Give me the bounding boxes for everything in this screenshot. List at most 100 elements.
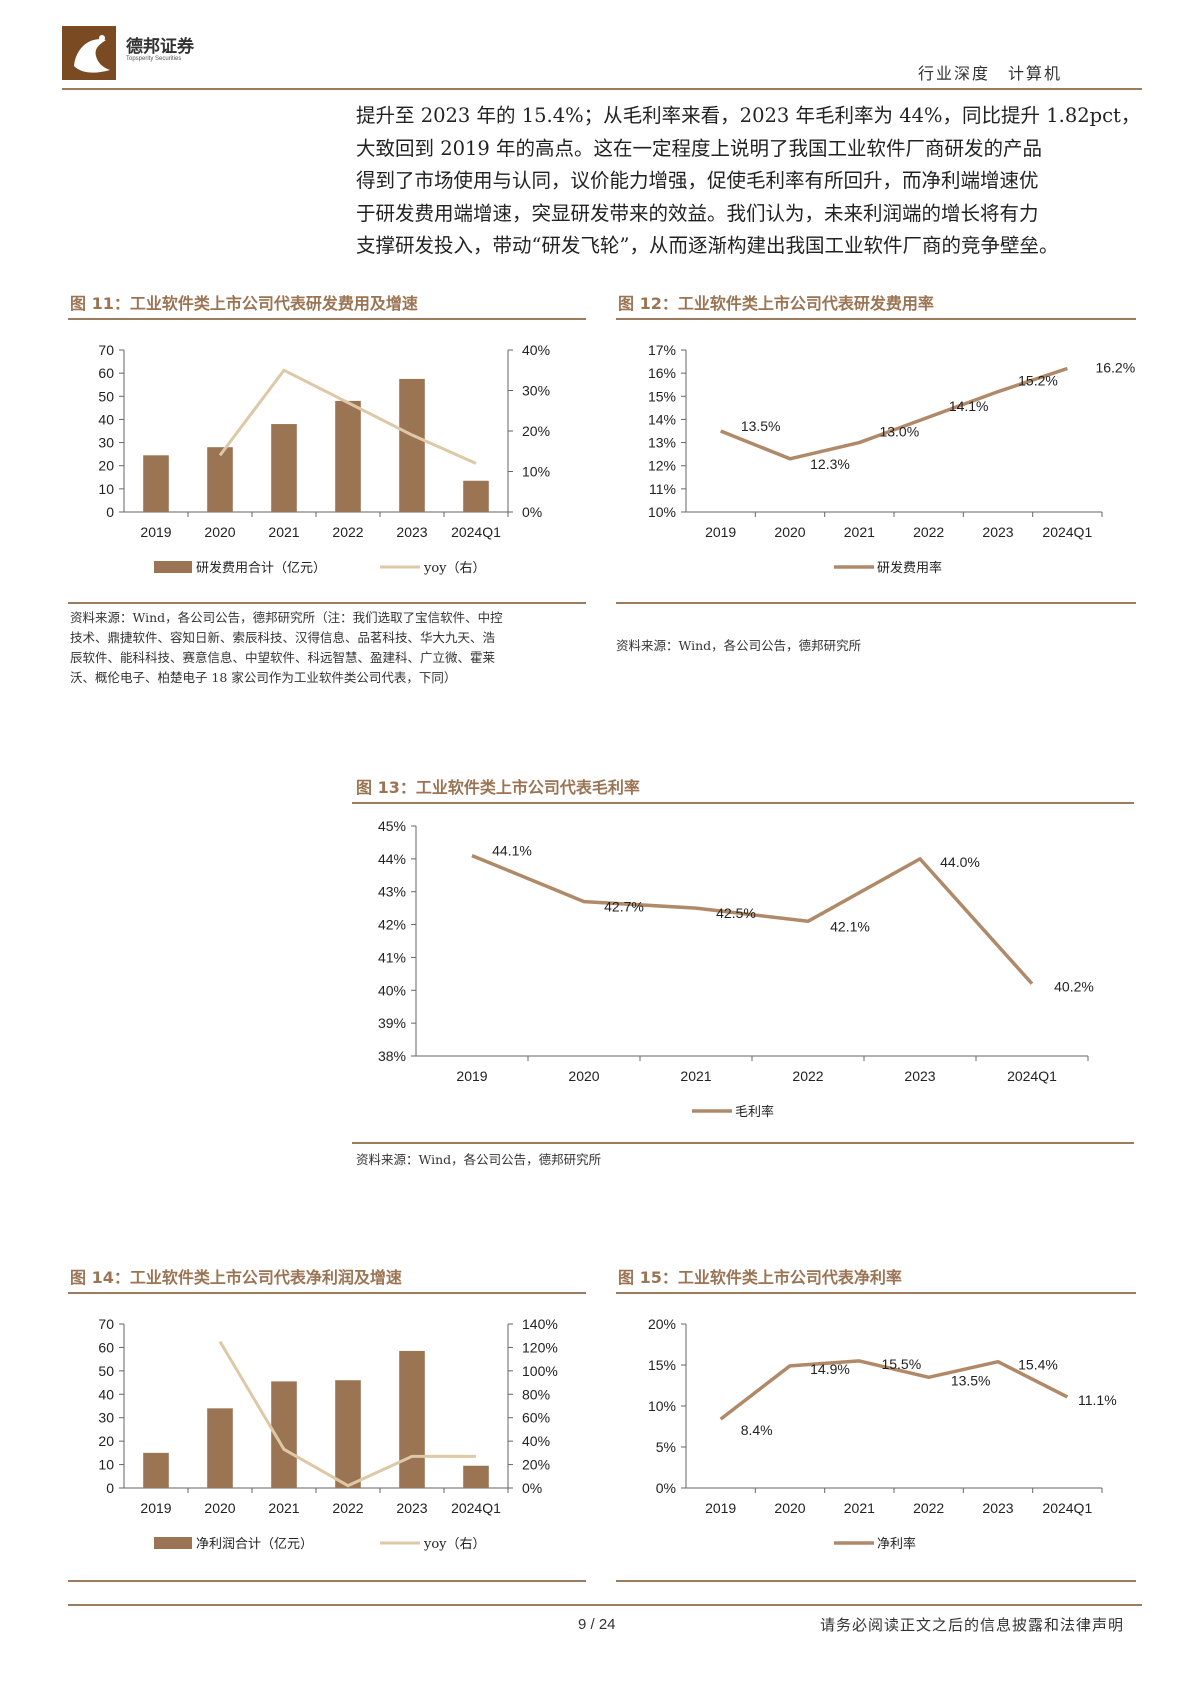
fig13-data-label: 42.5%	[716, 905, 756, 921]
figure-12-top-rule	[616, 318, 1136, 320]
fig14-legend-bar-label: 净利润合计（亿元）	[196, 1537, 313, 1552]
footer-disclaimer: 请务必阅读正文之后的信息披露和法律声明	[819, 1616, 1124, 1634]
footer-divider	[68, 1604, 1142, 1606]
fig11-bar	[335, 400, 361, 512]
figure-14-bottom-rule	[68, 1580, 586, 1582]
fig11-y-tick-label: 0	[106, 504, 114, 520]
fig15-data-label: 11.1%	[1078, 1392, 1117, 1408]
fig12-data-label: 13.0%	[879, 424, 919, 440]
fig11-y-tick-label: 50	[98, 388, 114, 404]
figure-13-bottom-rule	[352, 1142, 1134, 1144]
fig15-x-tick-label: 2020	[774, 1500, 805, 1516]
header-divider	[62, 88, 1142, 90]
fig13-x-tick-label: 2021	[680, 1068, 711, 1084]
fig14-y2-tick-label: 140%	[522, 1316, 558, 1332]
fig13-data-label: 44.1%	[492, 843, 532, 859]
figure-11-source: 资料来源：Wind，各公司公告，德邦研究所（注：我们选取了宝信软件、中控 技术、…	[70, 608, 590, 688]
source-line: 资料来源：Wind，各公司公告，德邦研究所（注：我们选取了宝信软件、中控	[70, 610, 503, 625]
fig14-x-tick-label: 2020	[204, 1500, 235, 1516]
fig14-y-tick-label: 20	[98, 1433, 114, 1449]
fig14-bar	[463, 1465, 489, 1488]
source-line: 资料来源：Wind，各公司公告，德邦研究所	[616, 638, 862, 653]
fig15-data-label: 13.5%	[951, 1372, 991, 1388]
fig12-y-tick-label: 17%	[648, 342, 676, 358]
fig14-x-tick-label: 2024Q1	[451, 1500, 501, 1516]
fig15-x-tick-label: 2024Q1	[1042, 1500, 1092, 1516]
fig13-y-tick-label: 39%	[378, 1015, 406, 1031]
fig12-legend-label: 研发费用率	[877, 560, 942, 576]
fig12-data-label: 13.5%	[741, 418, 781, 434]
fig15-y-tick-label: 15%	[648, 1357, 676, 1373]
figure-15-bottom-rule	[616, 1580, 1136, 1582]
fig12-data-label: 15.2%	[1018, 373, 1058, 389]
fig14-x-tick-label: 2022	[332, 1500, 363, 1516]
logo-name-cn: 德邦证券	[126, 37, 194, 57]
fig15-series-line	[719, 1359, 1069, 1421]
fig13-legend-label: 毛利率	[735, 1104, 774, 1120]
fig11-y2-tick-label: 10%	[522, 464, 550, 480]
fig15-data-label: 15.5%	[881, 1356, 921, 1372]
fig13-data-label: 42.7%	[604, 899, 644, 915]
fig11-yoy-line	[218, 368, 477, 465]
fig11-x-tick-label: 2023	[396, 524, 427, 540]
fig15-data-label: 15.4%	[1018, 1357, 1058, 1373]
fig12-y-tick-label: 15%	[648, 388, 676, 404]
figure-12-bottom-rule	[616, 602, 1136, 604]
fig11-bar	[399, 378, 425, 512]
figure-12-title: 图 12：工业软件类上市公司代表研发费用率	[618, 294, 934, 313]
figure-11-bottom-rule	[68, 602, 586, 604]
fig14-y-tick-label: 0	[106, 1480, 114, 1496]
fig11-y-tick-label: 10	[98, 481, 114, 497]
figure-13-title: 图 13：工业软件类上市公司代表毛利率	[356, 778, 640, 797]
fig12-x-tick-label: 2023	[982, 524, 1013, 540]
fig14-x-tick-label: 2021	[268, 1500, 299, 1516]
fig14-y2-tick-label: 120%	[522, 1339, 558, 1355]
fig15-legend-label: 净利率	[877, 1536, 916, 1552]
fig11-bar	[143, 455, 169, 512]
company-logo: 德邦证券 Topsperity Securities	[62, 26, 252, 86]
fig15-x-tick-label: 2019	[705, 1500, 736, 1516]
fig13-x-tick-label: 2022	[792, 1068, 823, 1084]
fig12-x-tick-label: 2020	[774, 524, 805, 540]
fig11-legend-line-label: yoy（右）	[423, 561, 486, 576]
fig14-bar	[207, 1408, 233, 1488]
fig12-data-label: 14.1%	[949, 398, 989, 414]
fig11-bar	[271, 424, 297, 512]
fig13-x-tick-label: 2023	[904, 1068, 935, 1084]
figure-15-title: 图 15：工业软件类上市公司代表净利率	[618, 1268, 902, 1287]
figure-15-top-rule	[616, 1292, 1136, 1294]
fig13-y-tick-label: 45%	[378, 818, 406, 834]
fig11-y2-tick-label: 20%	[522, 423, 550, 439]
body-line: 于研发费用端增速，突显研发带来的效益。我们认为，未来利润端的增长将有力	[356, 201, 1039, 225]
fig11-y-tick-label: 70	[98, 342, 114, 358]
fig13-series-line	[471, 853, 1034, 985]
fig11-y-tick-label: 30	[98, 435, 114, 451]
fig11-y-tick-label: 20	[98, 458, 114, 474]
fig12-data-label: 16.2%	[1095, 360, 1135, 376]
fig14-bar	[143, 1452, 169, 1488]
fig11-y-tick-label: 40	[98, 411, 114, 427]
fig14-legend-line-label: yoy（右）	[423, 1537, 486, 1552]
fig15-data-label: 8.4%	[741, 1422, 773, 1438]
fig12-data-label: 12.3%	[810, 456, 850, 472]
fig12-y-tick-label: 12%	[648, 458, 676, 474]
fig15-y-tick-label: 20%	[648, 1316, 676, 1332]
fig14-y-tick-label: 30	[98, 1410, 114, 1426]
fig12-y-tick-label: 10%	[648, 504, 676, 520]
header-sector: 计算机	[1007, 64, 1062, 83]
fig11-bar	[463, 480, 489, 512]
figure-13-top-rule	[352, 802, 1134, 804]
fig12-series-line	[720, 366, 1068, 461]
fig14-legend-bar-swatch	[154, 1537, 192, 1549]
fig15-x-tick-label: 2023	[982, 1500, 1013, 1516]
fig11-x-tick-label: 2019	[140, 524, 171, 540]
fig12-x-tick-label: 2024Q1	[1042, 524, 1092, 540]
body-line: 提升至 2023 年的 15.4%；从毛利率来看，2023 年毛利率为 44%，…	[356, 104, 1141, 127]
fig12-y-tick-label: 13%	[648, 435, 676, 451]
body-line: 支撑研发投入，带动“研发飞轮”，从而逐渐构建出我国工业软件厂商的竞争壁垒。	[356, 234, 1059, 257]
source-line: 沃、概伦电子、柏楚电子 18 家公司作为工业软件类公司代表，下同）	[70, 670, 457, 685]
fig11-y-tick-label: 60	[98, 365, 114, 381]
source-line: 技术、鼎捷软件、容知日新、索辰科技、汉得信息、品茗科技、华大九天、浩	[70, 630, 496, 645]
fig11-legend-bar-swatch	[154, 561, 192, 573]
fig14-bar	[399, 1350, 425, 1488]
